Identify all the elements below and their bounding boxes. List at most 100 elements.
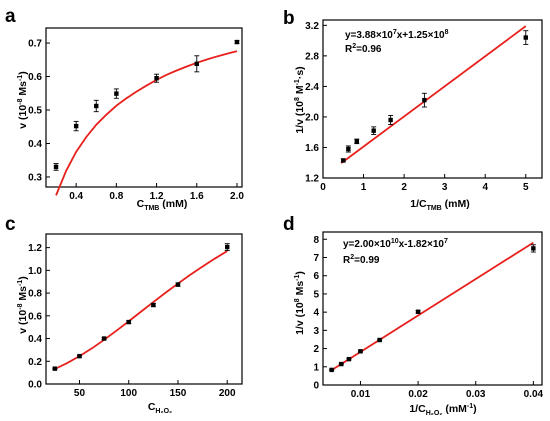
- data-point: [377, 337, 382, 343]
- panel-label-d: d: [283, 214, 295, 235]
- x-tick-label: 4: [482, 182, 488, 193]
- y-tick-label: 2.0: [305, 112, 319, 123]
- fit-line: [340, 25, 527, 164]
- data-point: [114, 91, 119, 96]
- x-tick-label: 1.2: [150, 191, 164, 202]
- r-squared: R2=0.99: [343, 254, 380, 266]
- y-tick-label: 0.3: [28, 172, 42, 183]
- panel-c: c v (10-8 Ms-1) CH₂O₂ 50 100 150 200 0.0 0.2 0…: [5, 214, 243, 415]
- y-tick-label: 0.4: [28, 334, 42, 345]
- data-point: [234, 39, 240, 45]
- data-point: [371, 128, 376, 133]
- y-tick-label: 0.6: [28, 311, 42, 322]
- x-tick-label: 0.01: [351, 389, 371, 400]
- y-tick-label: 6: [313, 271, 319, 282]
- y-tick-label: 0.0: [28, 380, 42, 391]
- y-tick-label: 2.8: [305, 51, 319, 62]
- data-point: [422, 97, 427, 103]
- data-point: [358, 349, 363, 354]
- y-tick-label: 0.5: [28, 106, 42, 117]
- x-tick-label: 50: [74, 388, 86, 399]
- y-tick-label: 4: [313, 308, 319, 319]
- x-tick-label: 0.4: [69, 191, 83, 202]
- plot-frame: [45, 233, 243, 385]
- panel-label-b: b: [283, 8, 295, 29]
- x-tick-label: 200: [219, 388, 236, 399]
- x-axis-label: CH₂O₂: [148, 401, 172, 415]
- y-tick-label: 8: [313, 235, 319, 246]
- data-point: [73, 123, 79, 129]
- x-tick-label: 1.6: [190, 191, 204, 202]
- x-axis-label: 1/CH₂O₂ (mM-1): [409, 403, 476, 417]
- fit-equation: y=2.00×1010x-1.82×107: [343, 238, 448, 250]
- x-tick-label: 0: [320, 182, 326, 193]
- x-tick-label: 5: [523, 182, 529, 193]
- fit-line: [54, 250, 228, 370]
- plot-frame: [322, 19, 543, 179]
- data-point: [531, 246, 536, 251]
- plot-frame: [45, 27, 243, 188]
- y-tick-label: 5: [313, 289, 319, 300]
- panel-b: b 1/v (108 M-1·s) 1/CTMB (mM) y=3.88×107…: [283, 8, 543, 212]
- plot-frame: [322, 231, 543, 386]
- data-point: [346, 146, 351, 152]
- x-tick-label: 0.8: [109, 191, 123, 202]
- y-axis-label: v (10-8 Ms-1): [17, 71, 29, 128]
- y-tick-label: 1.2: [28, 243, 42, 254]
- data-point: [225, 244, 230, 250]
- x-axis-label: CTMB (mM): [137, 198, 188, 212]
- y-tick-label: 2.4: [305, 82, 319, 93]
- data-point: [341, 158, 346, 163]
- y-tick-label: 1.0: [28, 266, 42, 277]
- data-point: [346, 356, 352, 362]
- data-point: [523, 35, 528, 40]
- x-tick-label: 150: [170, 388, 187, 399]
- y-tick-label: 0.7: [28, 39, 42, 50]
- y-tick-label: 0.6: [28, 72, 42, 83]
- y-tick-label: 0.8: [28, 289, 42, 300]
- x-tick-label: 100: [120, 388, 137, 399]
- x-tick-label: 2: [401, 182, 407, 193]
- data-point: [126, 319, 131, 325]
- y-tick-label: 0.2: [28, 357, 42, 368]
- y-axis-label: v (10-8 Ms-1): [17, 276, 29, 333]
- data-point: [154, 76, 159, 81]
- x-tick-label: 1: [361, 182, 367, 193]
- data-point: [194, 61, 199, 67]
- x-tick-label: 2.0: [230, 191, 244, 202]
- data-point: [175, 282, 181, 287]
- data-point: [339, 361, 344, 367]
- data-point: [415, 309, 421, 314]
- x-tick-label: 3: [442, 182, 448, 193]
- panel-label-c: c: [5, 214, 16, 235]
- fit-line: [331, 241, 534, 371]
- panel-d: d 1/v (108 Ms-1) 1/CH₂O₂ (mM-1) y=2.00×1…: [283, 214, 544, 417]
- x-tick-label: 0.02: [408, 389, 428, 400]
- y-axis-label: 1/v (108 Ms-1): [294, 271, 306, 335]
- y-tick-label: 0: [313, 381, 319, 392]
- y-tick-label: 1.6: [305, 143, 319, 154]
- fit-equation: y=3.88×107x+1.25×108: [345, 29, 449, 41]
- y-tick-label: 2: [313, 344, 319, 355]
- r-squared: R2=0.96: [345, 43, 382, 55]
- data-point: [53, 164, 59, 170]
- x-axis-label: 1/CTMB (mM): [410, 198, 470, 212]
- x-tick-label: 0.03: [466, 389, 486, 400]
- data-point: [388, 117, 393, 123]
- y-tick-label: 1: [313, 362, 319, 373]
- panel-label-a: a: [5, 6, 16, 27]
- data-point: [94, 103, 99, 109]
- y-tick-label: 7: [313, 253, 319, 264]
- data-point: [354, 139, 359, 144]
- y-tick-label: 3: [313, 326, 319, 337]
- y-tick-label: 1.2: [305, 174, 319, 185]
- y-axis-label: 1/v (108 M-1·s): [294, 66, 306, 133]
- panel-a: a v (10-8 Ms-1) CTMB (mM) 0.4 0.8 1.2 1.6 2.…: [5, 6, 244, 212]
- data-point: [329, 367, 334, 373]
- x-tick-label: 0.04: [524, 389, 544, 400]
- data-point: [52, 366, 58, 371]
- y-tick-label: 0.4: [28, 139, 42, 150]
- fit-line: [55, 50, 238, 196]
- y-tick-label: 3.2: [305, 21, 319, 32]
